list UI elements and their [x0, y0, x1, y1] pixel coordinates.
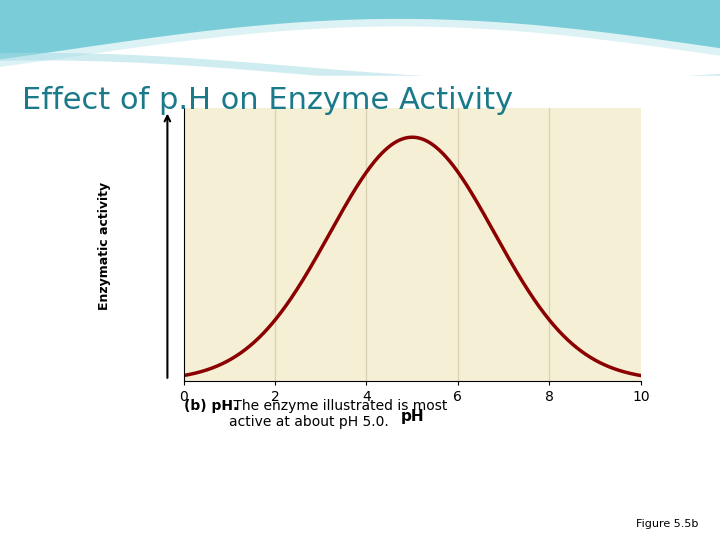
X-axis label: pH: pH	[400, 409, 424, 424]
Text: Figure 5.5b: Figure 5.5b	[636, 519, 698, 529]
Polygon shape	[0, 53, 720, 87]
Text: (b) pH.: (b) pH.	[184, 399, 238, 413]
Text: Effect of p.H on Enzyme Activity: Effect of p.H on Enzyme Activity	[22, 86, 513, 116]
Polygon shape	[0, 76, 720, 89]
Text: The enzyme illustrated is most
active at about pH 5.0.: The enzyme illustrated is most active at…	[229, 399, 447, 429]
Polygon shape	[0, 19, 720, 72]
Polygon shape	[0, 0, 720, 67]
Text: Enzymatic activity: Enzymatic activity	[98, 181, 111, 310]
